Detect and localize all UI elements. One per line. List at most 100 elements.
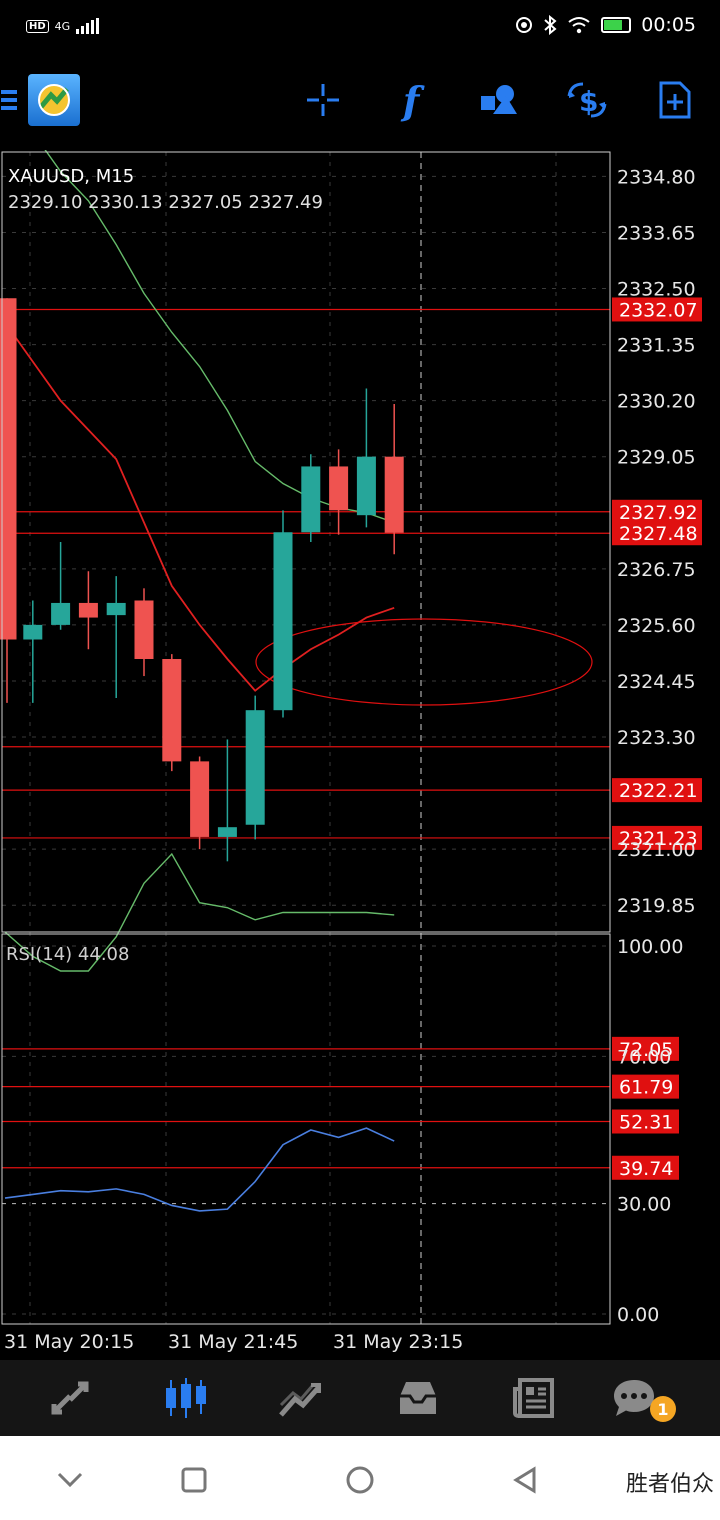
rsi-level-tag: [612, 1109, 679, 1134]
price-tick-label: 2321.00: [617, 839, 696, 861]
chart-area[interactable]: 2332.07 2327.92 2327.48 2322.21 2321.23 72.05…: [0, 150, 720, 1360]
rsi-level-tag: [612, 1155, 679, 1180]
rsi-tick-label: 70.00: [617, 1046, 671, 1068]
axis-labels: 2334.80 2333.65 2332.50 2331.35 2330.20 2329.…: [4, 166, 696, 1353]
chat-icon[interactable]: 1: [604, 1370, 676, 1426]
status-bar: HD 4G 00:05: [0, 0, 720, 58]
bull-candle: [106, 602, 126, 616]
bear-candle: [190, 761, 210, 837]
time-label: 31 May 23:15: [333, 1331, 463, 1353]
new-order-icon[interactable]: [650, 70, 700, 130]
rsi-level-value: 52.31: [619, 1111, 673, 1133]
home-circle-icon[interactable]: [340, 1460, 380, 1500]
bottom-navigation: 1: [0, 1360, 720, 1436]
bear-candle: [78, 602, 98, 618]
status-left: HD 4G: [26, 18, 100, 34]
rsi-tick-label: 30.00: [617, 1194, 671, 1216]
wifi-icon: [568, 17, 590, 34]
price-tick-label: 2323.30: [617, 727, 696, 749]
bull-candle: [273, 532, 293, 711]
rsi-pane-frame: [1, 933, 611, 1325]
symbol-title: XAUUSD, M15: [8, 166, 134, 187]
location-icon: [516, 17, 533, 33]
rsi-level-value: 39.74: [619, 1158, 673, 1180]
rsi-tick-label: 100.00: [617, 936, 683, 958]
recents-square-icon[interactable]: [174, 1460, 214, 1500]
price-level-tag: [612, 297, 702, 322]
rsi-level-value: 61.79: [619, 1077, 673, 1099]
system-navigation: 胜者伯众: [0, 1436, 720, 1520]
metatrader-logo[interactable]: [26, 70, 82, 130]
chat-badge: 1: [650, 1396, 676, 1422]
price-level-value: 2327.92: [619, 502, 698, 524]
svg-text:$: $: [579, 85, 598, 118]
bull-candle: [301, 466, 321, 533]
price-level-value: 2327.48: [619, 523, 698, 545]
price-tick-label: 2333.65: [617, 222, 696, 244]
price-tick-label: 2334.80: [617, 166, 696, 188]
bull-candle: [356, 456, 376, 516]
price-level-tag: [612, 499, 702, 524]
price-level-value: 2332.07: [619, 299, 698, 321]
bluetooth-icon: [544, 15, 557, 35]
battery-icon: [601, 17, 632, 33]
trade-icon[interactable]: [270, 1370, 330, 1426]
price-level-value: 2322.21: [619, 780, 698, 802]
bear-candle: [0, 298, 17, 640]
clock: 00:05: [641, 14, 696, 36]
lower-band-line: [4, 852, 395, 972]
news-icon[interactable]: [504, 1370, 564, 1426]
rsi-level-tag: [612, 1036, 679, 1061]
chart-icon[interactable]: [156, 1370, 216, 1426]
rsi-tick-label: 0.00: [617, 1304, 659, 1326]
moving-averages: [4, 150, 593, 972]
price-tick-label: 2319.85: [617, 895, 696, 917]
fast-moving-average-line: [4, 322, 395, 692]
history-icon[interactable]: [388, 1370, 448, 1426]
price-tick-label: 2331.35: [617, 335, 696, 357]
bull-candle: [245, 710, 265, 825]
price-tick-label: 2329.05: [617, 447, 696, 469]
bear-candle: [162, 659, 182, 762]
quotes-icon[interactable]: [40, 1370, 100, 1426]
back-triangle-icon[interactable]: [505, 1460, 545, 1500]
indicator-f-icon[interactable]: f: [402, 77, 420, 123]
bear-candle: [384, 456, 404, 533]
chart-frame: [1, 151, 611, 1325]
price-level-value: 2321.23: [619, 828, 698, 850]
rsi-level-value: 72.05: [619, 1039, 673, 1061]
watermark-text: 胜者伯众: [625, 1472, 714, 1497]
ohlc-readout: 2329.10 2330.13 2327.05 2327.49: [8, 192, 323, 213]
app-toolbar: f $: [0, 70, 720, 140]
status-right: 00:05: [515, 14, 696, 36]
bear-candle: [329, 466, 349, 511]
currency-swap-icon[interactable]: $: [562, 70, 612, 130]
signal-icon: [76, 18, 100, 34]
annotation-ellipse: [255, 618, 593, 706]
bull-candle: [217, 827, 237, 837]
crosshair-icon[interactable]: [298, 70, 348, 130]
price-level-tag: [612, 825, 702, 850]
rsi-indicator: [4, 1127, 395, 1212]
time-label: 31 May 20:15: [4, 1331, 134, 1353]
objects-icon[interactable]: [474, 70, 524, 130]
rsi-label: RSI(14) 44.08: [6, 944, 129, 965]
price-tick-label: 2332.50: [617, 279, 696, 301]
network-label: 4G: [54, 19, 71, 33]
rsi-line: [4, 1127, 395, 1212]
rsi-level-tag: [612, 1074, 679, 1099]
price-tick-label: 2325.60: [617, 615, 696, 637]
price-level-tag: [612, 778, 702, 803]
candles: [0, 298, 404, 862]
chart-grid: [2, 152, 610, 1324]
bull-candle: [51, 602, 71, 625]
price-tick-label: 2330.20: [617, 391, 696, 413]
hd-badge: HD: [26, 19, 49, 33]
price-level-tag: [612, 521, 702, 546]
price-pane-frame: [1, 151, 611, 933]
chevron-down-icon[interactable]: [50, 1460, 90, 1500]
menu-icon[interactable]: [0, 70, 20, 130]
price-tick-label: 2326.75: [617, 559, 696, 581]
